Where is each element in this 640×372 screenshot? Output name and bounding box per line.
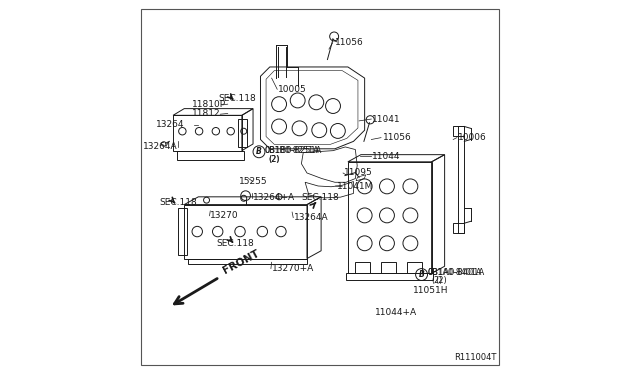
Text: 11095: 11095 — [344, 169, 373, 177]
Text: 11044+A: 11044+A — [375, 308, 417, 317]
Text: SEC.118: SEC.118 — [216, 239, 254, 248]
Text: FRONT: FRONT — [221, 248, 261, 275]
Text: 13264A: 13264A — [294, 213, 328, 222]
Text: 11041M: 11041M — [337, 182, 373, 190]
Text: 11056: 11056 — [383, 133, 412, 142]
Text: SEC.118: SEC.118 — [159, 198, 197, 207]
Text: 13270+A: 13270+A — [271, 264, 314, 273]
Text: (2): (2) — [269, 155, 280, 164]
Text: 0B1A0-8401A: 0B1A0-8401A — [428, 268, 485, 277]
Text: 13264: 13264 — [156, 120, 185, 129]
Text: 10006: 10006 — [458, 133, 486, 142]
Text: 11041: 11041 — [372, 115, 401, 124]
Text: 15255: 15255 — [239, 177, 268, 186]
Text: (2): (2) — [435, 276, 447, 285]
Text: 0B1B0-8251A: 0B1B0-8251A — [265, 146, 319, 155]
Text: B: B — [256, 147, 262, 156]
Text: 10005: 10005 — [278, 85, 307, 94]
Text: (2): (2) — [431, 276, 443, 285]
Text: 11056: 11056 — [335, 38, 364, 47]
Text: 11810P: 11810P — [191, 100, 226, 109]
Text: 13264A: 13264A — [143, 142, 178, 151]
Text: 13264+A: 13264+A — [253, 193, 295, 202]
Text: 11812: 11812 — [191, 109, 220, 118]
Text: 11051H: 11051H — [413, 286, 449, 295]
Text: 13270: 13270 — [211, 211, 239, 220]
Text: 11044: 11044 — [372, 152, 401, 161]
Text: R111004T: R111004T — [454, 353, 497, 362]
Text: 0B1B0-8251A: 0B1B0-8251A — [265, 146, 323, 155]
Text: 0B1A0-8401A: 0B1A0-8401A — [428, 268, 483, 277]
Text: B: B — [419, 270, 424, 279]
Text: SEC.118: SEC.118 — [219, 94, 257, 103]
Text: (2): (2) — [269, 155, 280, 164]
Text: SEC.118: SEC.118 — [301, 193, 339, 202]
